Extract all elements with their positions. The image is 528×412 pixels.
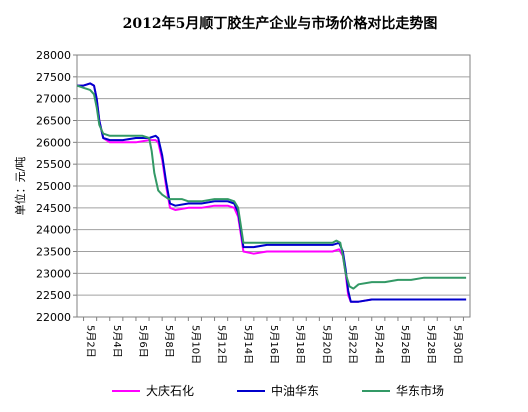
series-line-3 [76, 84, 467, 290]
chart-title: 2012年5月顺丁胶生产企业与市场价格对比走势图 [123, 15, 438, 32]
x-tick-label: 5月6日 [137, 325, 149, 358]
y-tick-label: 22000 [36, 311, 71, 324]
y-tick-label: 28000 [36, 49, 71, 62]
x-tick-label: 5月16日 [268, 325, 280, 364]
x-tick-label: 5月22日 [347, 325, 359, 364]
y-tick-label: 24500 [36, 202, 71, 215]
y-tick-label: 25000 [36, 180, 71, 193]
y-tick-label: 22500 [36, 289, 71, 302]
legend: 大庆石化 中油华东 华东市场 [112, 383, 444, 398]
y-tick-label: 23500 [36, 246, 71, 259]
x-tick-label: 5月8日 [163, 325, 175, 358]
x-tick-label: 5月12日 [216, 325, 228, 364]
x-tick-label: 5月26日 [399, 325, 411, 364]
grid-lines [77, 76, 470, 296]
y-axis: 22000 22500 23000 23500 24000 24500 25000 25500… [36, 49, 77, 324]
y-tick-label: 27500 [36, 71, 71, 84]
y-axis-label: 单位：元/吨 [13, 157, 27, 216]
x-tick-label: 5月30日 [451, 325, 463, 364]
legend-label: 大庆石化 [146, 384, 194, 398]
x-tick-label: 5月28日 [425, 325, 437, 364]
y-tick-label: 23000 [36, 267, 71, 280]
y-tick-label: 26000 [36, 136, 71, 149]
x-tick-label: 5月10日 [189, 325, 201, 364]
y-tick-label: 25500 [36, 158, 71, 171]
y-tick-label: 24000 [36, 224, 71, 237]
x-tick-label: 5月2日 [85, 325, 97, 358]
series-line-1 [77, 82, 467, 303]
x-tick-label: 5月24日 [373, 325, 385, 364]
y-tick-label: 27000 [36, 93, 71, 106]
x-axis: 5月2日 5月4日 5月6日 5月8日 5月10日 5月12日 5月14日 5月16日 5月18… [83, 317, 464, 364]
y-tick-label: 26500 [36, 115, 71, 128]
legend-label: 华东市场 [396, 383, 444, 398]
x-tick-label: 5月18日 [294, 325, 306, 364]
x-tick-label: 5月14日 [242, 325, 254, 364]
legend-label: 中油华东 [271, 383, 319, 398]
x-tick-label: 5月4日 [111, 325, 123, 358]
x-tick-label: 5月20日 [320, 325, 332, 364]
series-line-2 [77, 82, 467, 303]
series-layer [76, 82, 467, 303]
